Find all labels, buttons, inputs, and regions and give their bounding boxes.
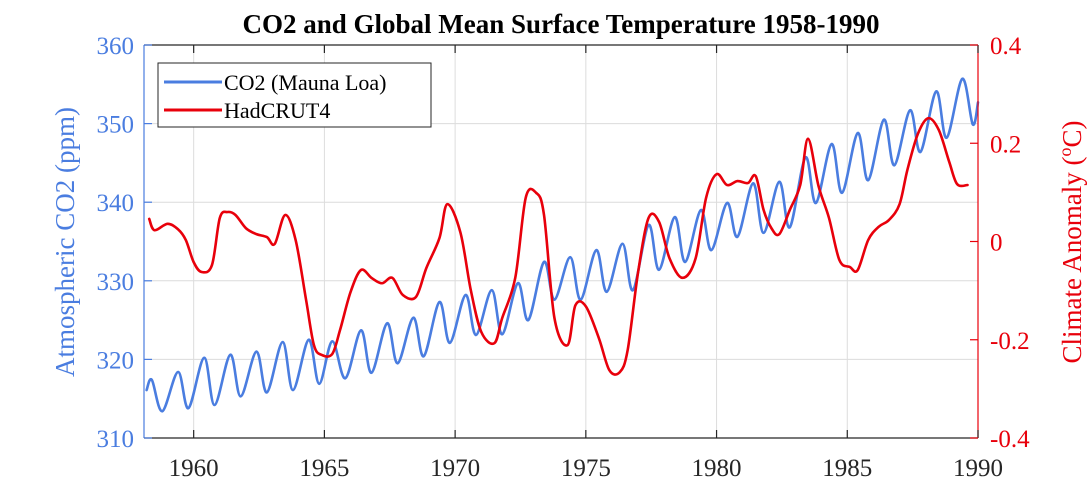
left-y-tick-label: 340 — [97, 190, 135, 217]
series-line-co2-mauna-loa — [145, 77, 980, 413]
x-tick-label: 1975 — [561, 455, 611, 482]
x-tick-label: 1985 — [822, 455, 872, 482]
right-y-tick-label: -0.4 — [990, 426, 1030, 453]
right-y-tick-label: 0.4 — [990, 33, 1022, 60]
right-y-axis-label-degree: o — [1055, 148, 1075, 157]
right-y-axis-label: Climate Anomaly (oC) — [1055, 121, 1087, 364]
series-line-hadcrut4 — [147, 116, 969, 376]
left-y-tick-label: 350 — [97, 112, 135, 139]
right-y-tick-label: -0.2 — [990, 328, 1030, 355]
right-y-tick-label: 0.2 — [990, 131, 1021, 158]
legend-box — [157, 62, 432, 128]
x-tick-label: 1970 — [430, 455, 480, 482]
legend: CO2 (Mauna Loa) HadCRUT4 — [157, 62, 432, 128]
chart-title: CO2 and Global Mean Surface Temperature … — [243, 9, 880, 39]
x-tick-label: 1980 — [692, 455, 742, 482]
right-y-axis-label-main: Climate Anomaly ( — [1057, 157, 1087, 364]
x-tick-label: 1990 — [953, 455, 1003, 482]
right-y-tick-label: 0 — [990, 230, 1003, 257]
left-y-tick-label: 360 — [97, 33, 135, 60]
right-y-axis-label-unit: C) — [1057, 121, 1087, 148]
left-y-tick-label: 330 — [97, 269, 135, 296]
legend-label-hadcrut4: HadCRUT4 — [224, 98, 330, 123]
legend-label-co2: CO2 (Mauna Loa) — [224, 70, 387, 95]
series-layer — [145, 77, 980, 413]
x-tick-label: 1960 — [169, 455, 219, 482]
left-y-tick-label: 320 — [97, 347, 135, 374]
left-y-tick-label: 310 — [97, 426, 135, 453]
left-y-axis-label: Atmospheric CO2 (ppm) — [50, 107, 80, 377]
x-tick-label: 1965 — [299, 455, 349, 482]
ticks: 1960 1965 1970 1975 1980 1985 1990 310 320 330 340… — [97, 33, 1031, 482]
